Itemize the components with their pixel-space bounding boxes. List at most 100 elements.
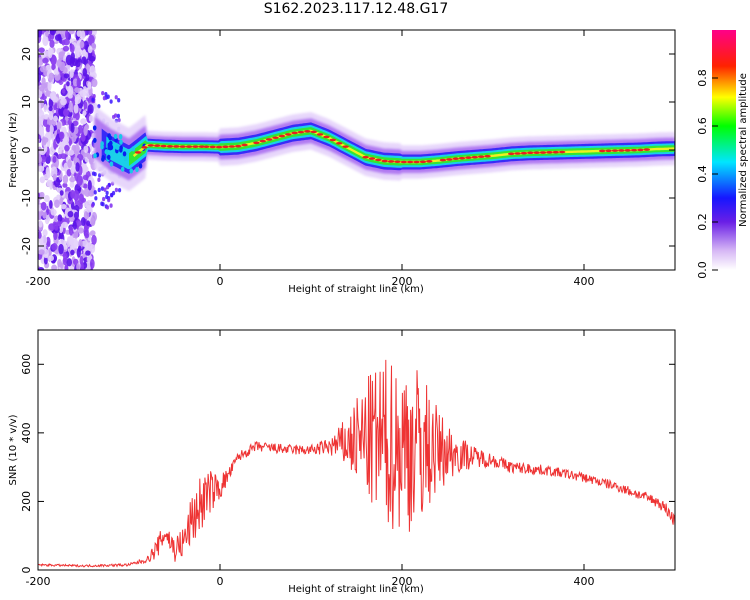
top-y-axis-label: Frequency (Hz) — [8, 112, 19, 188]
noise-speckle — [38, 220, 43, 228]
ridge-peak — [185, 145, 193, 148]
ridge-peak — [147, 144, 155, 147]
noise-speckle — [38, 155, 43, 164]
ridge-onset-blob — [115, 144, 120, 150]
ridge-onset-blob — [120, 166, 125, 172]
top-x-axis-label: Height of straight line (km) — [288, 284, 424, 295]
noise-speckle — [54, 72, 61, 81]
noise-speckle — [88, 114, 94, 122]
noise-speckle — [114, 113, 118, 118]
noise-speckle — [82, 110, 87, 117]
noise-speckle — [38, 89, 43, 98]
noise-speckle — [68, 235, 74, 246]
noise-speckle — [43, 144, 48, 153]
ridge-peak — [368, 157, 376, 160]
noise-speckle — [69, 56, 76, 64]
noise-speckle — [51, 243, 58, 251]
noise-speckle — [83, 210, 90, 220]
noise-speckle — [54, 199, 60, 209]
spectrogram-noise-region — [38, 30, 122, 270]
spectral-ridge — [92, 105, 675, 192]
noise-speckle — [81, 56, 87, 65]
noise-speckle — [57, 258, 62, 268]
noise-speckle — [67, 210, 74, 218]
noise-speckle — [49, 48, 54, 55]
ridge-peak — [235, 144, 242, 148]
ridge-peak — [552, 150, 559, 154]
noise-speckle — [64, 264, 69, 270]
ridge-onset-blob — [118, 134, 123, 140]
noise-speckle — [63, 252, 68, 263]
noise-speckle — [66, 81, 70, 87]
bottom-x-tick-label: 200 — [392, 575, 413, 588]
ridge-peak — [539, 151, 547, 154]
bottom-y-tick-label: 600 — [20, 354, 33, 375]
noise-speckle — [86, 153, 92, 160]
spectrogram-panel: -200 0 200 400 -20 -10 0 10 20 Height of straigh… — [8, 29, 676, 295]
noise-speckle — [62, 45, 70, 52]
ridge-peak — [439, 158, 447, 162]
noise-speckle — [76, 47, 82, 58]
ridge-peak — [179, 145, 186, 148]
noise-speckle — [52, 115, 58, 122]
ridge-onset-blob — [93, 153, 97, 159]
noise-speckle — [48, 223, 56, 231]
ridge-onset-blob — [92, 125, 97, 131]
noise-speckle — [106, 94, 110, 99]
noise-speckle — [90, 217, 96, 227]
ridge-peak — [278, 134, 286, 138]
ridge-peak — [426, 159, 433, 163]
noise-speckle — [60, 153, 67, 160]
noise-speckle — [82, 174, 90, 181]
noise-speckle — [89, 65, 96, 77]
ridge-onset-blob — [93, 137, 97, 143]
noise-speckle — [58, 51, 63, 59]
noise-speckle — [50, 54, 57, 66]
ridge-band-green — [129, 127, 675, 166]
ridge-onset-blob — [108, 135, 112, 141]
ridge-peak — [160, 144, 167, 148]
noise-speckle — [70, 189, 75, 199]
noise-speckle — [83, 40, 90, 50]
noise-speckle — [73, 144, 80, 155]
noise-speckle — [73, 103, 79, 114]
ridge-peak — [209, 145, 216, 149]
ridge-onset-blob — [123, 155, 128, 162]
noise-speckle — [63, 132, 68, 140]
ridge-onset-blob — [129, 168, 134, 174]
ridge-peak — [520, 151, 528, 155]
ridge-peak — [624, 148, 631, 152]
noise-speckle — [51, 64, 56, 71]
noise-speckle — [72, 221, 77, 230]
noise-speckle — [102, 95, 106, 101]
bottom-y-axis-label: SNR (10 * v/v) — [8, 414, 19, 485]
top-x-tick-label: -200 — [26, 275, 51, 288]
top-x-tick-label: 0 — [217, 275, 224, 288]
noise-speckle — [70, 249, 75, 256]
ridge-peak — [310, 130, 317, 134]
noise-speckle — [43, 173, 50, 180]
ridge-peak — [400, 160, 408, 164]
noise-speckle — [61, 88, 66, 94]
colorbar-label: Normalized spectral amplitude — [738, 73, 749, 227]
ridge-peak — [387, 160, 395, 163]
noise-speckle — [67, 159, 72, 169]
noise-speckle — [53, 221, 59, 231]
noise-speckle — [49, 124, 54, 134]
noise-speckle — [83, 101, 88, 110]
noise-speckle — [52, 173, 57, 181]
noise-speckle — [81, 49, 86, 55]
noise-speckle — [114, 187, 119, 193]
noise-speckle — [93, 171, 97, 177]
noise-speckle — [100, 201, 104, 206]
noise-speckle — [38, 249, 45, 255]
noise-speckle — [66, 258, 73, 267]
noise-speckle — [38, 231, 42, 239]
noise-speckle — [76, 174, 83, 186]
ridge-peak — [265, 138, 273, 141]
ridge-peak — [342, 145, 349, 148]
bottom-x-tick-label: -200 — [26, 575, 51, 588]
noise-speckle — [67, 85, 74, 97]
ridge-peak — [394, 160, 401, 164]
noise-speckle — [69, 69, 74, 79]
